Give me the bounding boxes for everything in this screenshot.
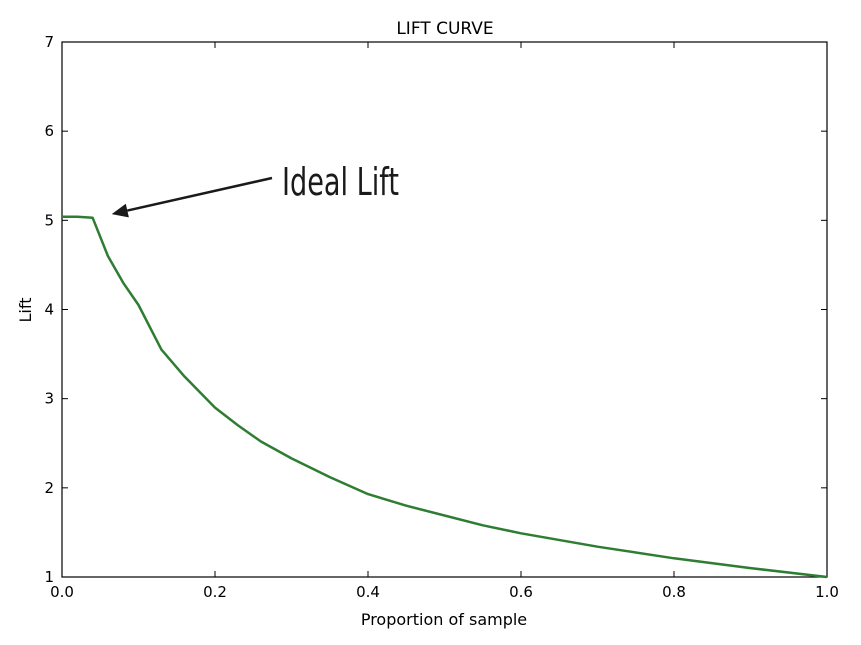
y-tick-label: 2 xyxy=(44,479,54,497)
y-tick-label: 5 xyxy=(44,211,54,229)
y-tick-label: 6 xyxy=(44,122,54,140)
annotation-arrow xyxy=(127,176,273,212)
y-tick-label: 3 xyxy=(44,390,54,408)
x-tick-label: 0.2 xyxy=(203,583,227,601)
y-axis: 1 2 3 4 5 6 7 xyxy=(44,33,827,586)
y-tick-label: 1 xyxy=(44,568,54,586)
x-tick-label: 0.8 xyxy=(662,583,686,601)
x-tick-label: 0.0 xyxy=(50,583,74,601)
plot-area xyxy=(61,41,828,578)
chart-title: LIFT CURVE xyxy=(396,19,493,39)
y-tick-label: 4 xyxy=(44,301,54,319)
x-tick-label: 0.6 xyxy=(509,583,533,601)
x-tick-label: 1.0 xyxy=(815,583,839,601)
y-axis-title: Lift xyxy=(16,298,35,323)
lift-curve-line xyxy=(62,215,828,579)
x-axis-title: Proportion of sample xyxy=(361,610,527,629)
x-tick-label: 0.4 xyxy=(356,583,380,601)
annotation-label: Ideal Lift xyxy=(282,160,399,204)
x-axis: 0.0 0.2 0.4 0.6 0.8 1.0 xyxy=(50,42,839,601)
annotation-arrowhead xyxy=(111,203,129,218)
y-tick-label: 7 xyxy=(44,33,54,51)
ideal-lift-annotation: Ideal Lift xyxy=(111,160,399,218)
